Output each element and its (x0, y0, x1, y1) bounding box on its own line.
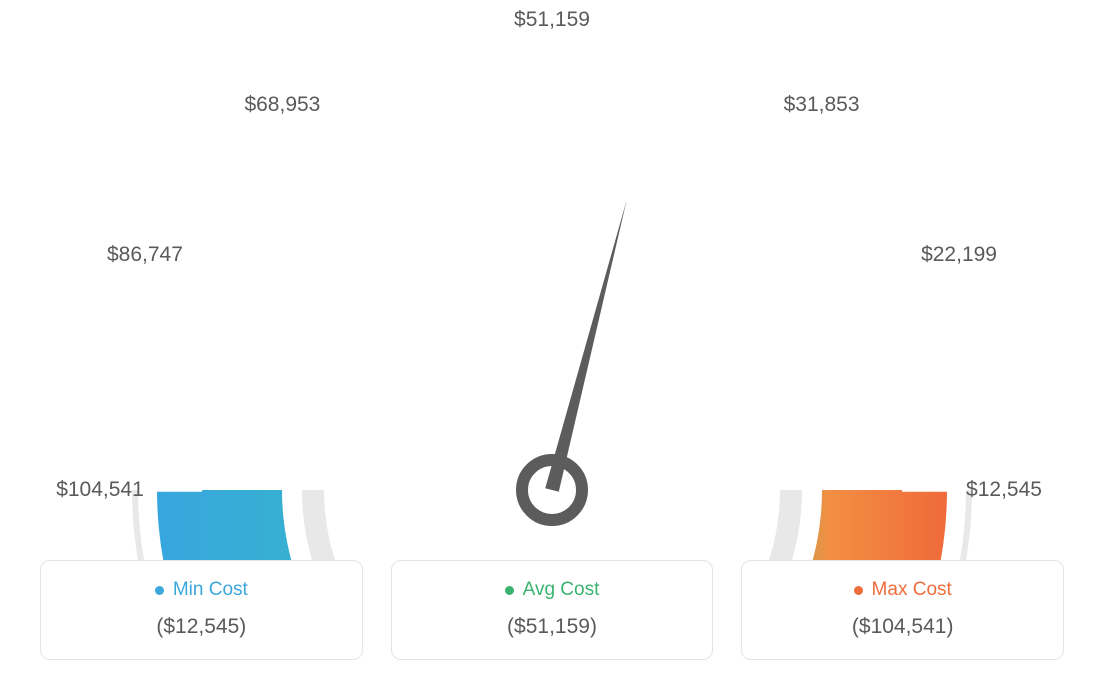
gauge-chart: $12,545 $22,199 $31,853 $51,159 $68,953 $86,7… (0, 0, 1104, 560)
summary-cards: Min Cost ($12,545) Avg Cost ($51,159) Ma… (40, 560, 1064, 660)
gauge-tick-label: $22,199 (921, 243, 997, 267)
min-cost-value: ($12,545) (51, 615, 352, 639)
dot-icon (155, 586, 164, 595)
dot-icon (854, 586, 863, 595)
max-cost-label: Max Cost (872, 579, 952, 601)
avg-cost-title: Avg Cost (505, 579, 600, 601)
gauge-tick-label: $12,545 (966, 478, 1042, 502)
min-cost-card: Min Cost ($12,545) (40, 560, 363, 660)
gauge-tick-label: $86,747 (107, 243, 183, 267)
gauge-svg (0, 0, 1104, 560)
min-cost-title: Min Cost (155, 579, 248, 601)
avg-cost-value: ($51,159) (402, 615, 703, 639)
max-cost-title: Max Cost (854, 579, 952, 601)
gauge-tick-label: $51,159 (514, 8, 590, 32)
avg-cost-card: Avg Cost ($51,159) (391, 560, 714, 660)
dot-icon (505, 586, 514, 595)
avg-cost-label: Avg Cost (523, 579, 600, 601)
gauge-tick-label: $104,541 (56, 478, 144, 502)
min-cost-label: Min Cost (173, 579, 248, 601)
max-cost-card: Max Cost ($104,541) (741, 560, 1064, 660)
gauge-tick-label: $68,953 (244, 93, 320, 117)
max-cost-value: ($104,541) (752, 615, 1053, 639)
gauge-tick-label: $31,853 (784, 93, 860, 117)
